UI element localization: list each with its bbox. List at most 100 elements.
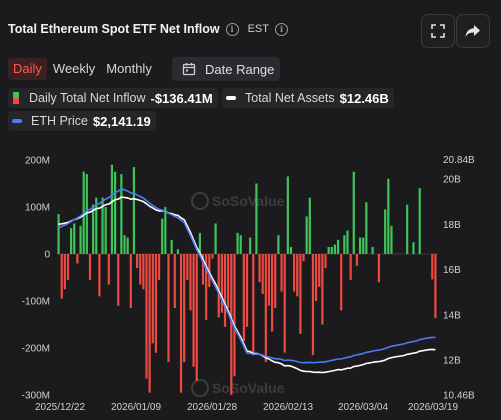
- inflow-bar[interactable]: [311, 254, 315, 356]
- inflow-bar[interactable]: [88, 254, 92, 280]
- inflow-bar[interactable]: [198, 232, 201, 254]
- inflow-bar[interactable]: [98, 254, 101, 297]
- inflow-bar[interactable]: [63, 254, 66, 290]
- fullscreen-button[interactable]: [421, 14, 455, 48]
- inflow-bar[interactable]: [123, 235, 126, 254]
- inflow-bar[interactable]: [139, 254, 142, 285]
- inflow-bar[interactable]: [333, 244, 337, 254]
- inflow-bar[interactable]: [336, 239, 340, 254]
- inflow-bar[interactable]: [302, 254, 305, 262]
- share-button[interactable]: [456, 14, 490, 48]
- inflow-bar[interactable]: [101, 197, 104, 254]
- inflow-bar[interactable]: [274, 254, 277, 309]
- inflow-bar[interactable]: [211, 254, 214, 259]
- inflow-bar[interactable]: [70, 228, 73, 254]
- inflow-bar[interactable]: [60, 254, 63, 299]
- inflow-bar[interactable]: [245, 254, 249, 327]
- inflow-bar[interactable]: [236, 232, 239, 254]
- inflow-bar[interactable]: [299, 254, 302, 334]
- inflow-bar[interactable]: [176, 249, 180, 254]
- inflow-bar[interactable]: [434, 254, 437, 319]
- inflow-bar[interactable]: [148, 254, 151, 393]
- inflow-bar[interactable]: [293, 254, 296, 292]
- inflow-bar[interactable]: [164, 207, 167, 254]
- timezone-info-icon[interactable]: i: [274, 22, 288, 36]
- inflow-bar[interactable]: [157, 254, 161, 280]
- inflow-bar[interactable]: [227, 254, 230, 309]
- inflow-bar[interactable]: [330, 246, 333, 254]
- inflow-bar[interactable]: [217, 254, 220, 318]
- inflow-bar[interactable]: [362, 237, 365, 254]
- inflow-bar[interactable]: [296, 254, 299, 297]
- inflow-bar[interactable]: [183, 254, 186, 363]
- legend-inflow[interactable]: Daily Total Net Inflow -$136.41M: [8, 88, 218, 108]
- inflow-bar[interactable]: [308, 197, 311, 254]
- inflow-bar[interactable]: [255, 183, 258, 255]
- inflow-bar[interactable]: [129, 254, 132, 309]
- inflow-bar[interactable]: [189, 254, 192, 311]
- inflow-bar[interactable]: [249, 237, 252, 254]
- inflow-bar[interactable]: [95, 197, 98, 254]
- inflow-bar[interactable]: [286, 176, 289, 254]
- inflow-bar[interactable]: [220, 254, 223, 313]
- inflow-bar[interactable]: [412, 242, 415, 254]
- inflow-bar[interactable]: [233, 254, 236, 377]
- date-range-button[interactable]: Date Range: [172, 57, 280, 81]
- eth-price-line[interactable]: [58, 187, 436, 364]
- inflow-bar[interactable]: [418, 188, 421, 254]
- info-icon[interactable]: i: [225, 22, 239, 36]
- inflow-bar[interactable]: [132, 167, 136, 254]
- inflow-bar[interactable]: [352, 171, 355, 254]
- inflow-bar[interactable]: [271, 254, 274, 332]
- inflow-bar[interactable]: [406, 204, 409, 254]
- inflow-bar[interactable]: [135, 254, 139, 269]
- inflow-bar[interactable]: [170, 239, 173, 254]
- inflow-bar[interactable]: [258, 254, 261, 283]
- inflow-bar[interactable]: [195, 254, 198, 381]
- inflow-bar[interactable]: [358, 237, 362, 254]
- inflow-bar[interactable]: [242, 254, 245, 341]
- inflow-bar[interactable]: [110, 164, 114, 254]
- inflow-bar[interactable]: [73, 223, 76, 254]
- total-net-assets-line[interactable]: [58, 196, 436, 374]
- inflow-bar[interactable]: [145, 254, 148, 379]
- inflow-bar[interactable]: [114, 171, 117, 254]
- inflow-bar[interactable]: [365, 202, 368, 254]
- inflow-bar[interactable]: [343, 235, 346, 254]
- inflow-bar[interactable]: [377, 254, 380, 283]
- inflow-bar[interactable]: [355, 254, 359, 266]
- inflow-bar[interactable]: [277, 235, 280, 254]
- inflow-bar[interactable]: [92, 204, 95, 254]
- inflow-bar[interactable]: [371, 246, 374, 254]
- inflow-bar[interactable]: [79, 225, 82, 254]
- inflow-bar[interactable]: [387, 178, 390, 254]
- inflow-bar[interactable]: [167, 254, 170, 363]
- inflow-bar[interactable]: [327, 246, 330, 254]
- inflow-bar[interactable]: [161, 218, 164, 254]
- inflow-bar[interactable]: [390, 225, 393, 254]
- inflow-bar[interactable]: [57, 214, 60, 254]
- inflow-bar[interactable]: [305, 216, 308, 254]
- inflow-bar[interactable]: [104, 207, 107, 254]
- inflow-bar[interactable]: [205, 254, 208, 320]
- inflow-bar[interactable]: [142, 254, 145, 290]
- inflow-bar[interactable]: [340, 254, 343, 311]
- inflow-bar[interactable]: [154, 254, 158, 353]
- inflow-bar[interactable]: [173, 254, 176, 309]
- inflow-bar[interactable]: [264, 254, 267, 363]
- inflow-bar[interactable]: [186, 254, 189, 280]
- inflow-bar[interactable]: [107, 254, 110, 285]
- inflow-bar[interactable]: [126, 237, 129, 254]
- inflow-bar[interactable]: [324, 254, 327, 269]
- tab-weekly[interactable]: Weekly: [52, 61, 96, 76]
- inflow-bar[interactable]: [201, 254, 205, 285]
- inflow-bar[interactable]: [192, 254, 195, 367]
- inflow-bar[interactable]: [431, 254, 434, 280]
- inflow-bar[interactable]: [179, 254, 183, 393]
- inflow-bar[interactable]: [283, 254, 286, 353]
- tab-daily[interactable]: Daily: [8, 58, 47, 80]
- inflow-bar[interactable]: [85, 174, 88, 254]
- inflow-bar[interactable]: [349, 254, 352, 280]
- legend-assets[interactable]: Total Net Assets $12.46B: [222, 88, 394, 108]
